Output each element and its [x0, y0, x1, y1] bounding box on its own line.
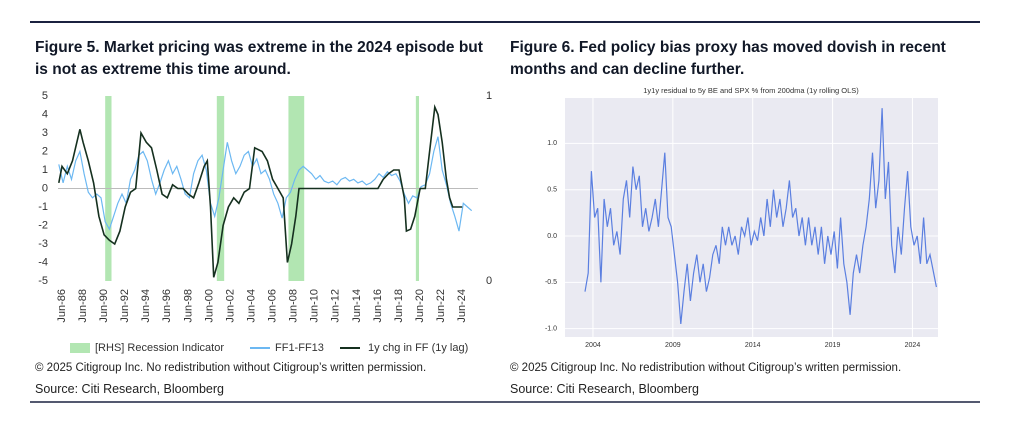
source: Source: Citi Research, Bloomberg [510, 382, 699, 396]
x-tick-label: Jun-02 [224, 289, 236, 323]
y-tick-label: -1.0 [545, 326, 557, 333]
x-tick-label: 2009 [665, 342, 681, 349]
series-line [58, 136, 473, 232]
legend-label: FF1-FF13 [275, 342, 324, 354]
x-tick-label: Jun-10 [309, 289, 321, 323]
legend-label: [RHS] Recession Indicator [95, 342, 224, 354]
x-tick-label: Jun-90 [98, 289, 110, 323]
x-tick-label: Jun-98 [182, 289, 194, 323]
x-tick-label: Jun-06 [267, 289, 279, 323]
legend-label: 1y chg in FF (1y lag) [368, 342, 468, 354]
series-line [584, 108, 937, 325]
figure-title: Figure 5. Market pricing was extreme in … [35, 39, 483, 78]
x-tick-label: Jun-20 [414, 289, 426, 323]
y-tick-label: 1 [42, 164, 48, 176]
y2-tick-label: 0 [486, 275, 492, 287]
y-tick-label: 5 [42, 90, 48, 102]
x-tick-label: 2019 [825, 342, 841, 349]
x-tick-label: Jun-92 [119, 289, 131, 323]
y-tick-label: 1.0 [547, 140, 557, 147]
x-tick-label: Jun-96 [161, 289, 173, 323]
chart-subtitle: 1y1y residual to 5y BE and SPX % from 20… [643, 86, 859, 95]
x-tick-label: 2004 [585, 342, 601, 349]
x-tick-label: Jun-14 [351, 289, 363, 323]
y-tick-label: 2 [42, 145, 48, 157]
plot-background [565, 98, 938, 337]
x-tick-label: Jun-04 [245, 289, 257, 323]
x-tick-label: Jun-16 [372, 289, 384, 323]
x-tick-label: Jun-88 [77, 289, 89, 323]
x-tick-label: Jun-86 [56, 289, 68, 323]
x-tick-label: Jun-18 [393, 289, 405, 323]
source: Source: Citi Research, Bloomberg [35, 382, 224, 396]
y-tick-label: -3 [38, 238, 48, 250]
y-tick-label: -1 [38, 201, 48, 213]
y-tick-label: 0.5 [547, 187, 557, 194]
legend-swatch [70, 343, 90, 353]
x-tick-label: Jun-22 [435, 289, 447, 323]
x-tick-label: Jun-00 [203, 289, 215, 323]
y-tick-label: 4 [42, 108, 48, 120]
y-tick-label: 0.0 [547, 233, 557, 240]
y-tick-label: -5 [38, 275, 48, 287]
y-tick-label: 3 [42, 127, 48, 139]
series-line [58, 104, 463, 278]
x-tick-label: Jun-24 [456, 289, 468, 323]
x-tick-label: 2024 [905, 342, 921, 349]
x-tick-label: 2014 [745, 342, 761, 349]
copyright: © 2025 Citigroup Inc. No redistribution … [35, 362, 427, 374]
y2-tick-label: 1 [486, 90, 492, 102]
figure-title: Figure 6. Fed policy bias proxy has move… [510, 39, 946, 78]
y-tick-label: -0.5 [545, 279, 557, 286]
y-tick-label: -2 [38, 219, 48, 231]
y-tick-label: 0 [42, 182, 48, 194]
x-tick-label: Jun-08 [288, 289, 300, 323]
copyright: © 2025 Citigroup Inc. No redistribution … [510, 362, 902, 374]
x-tick-label: Jun-12 [330, 289, 342, 323]
y-tick-label: -4 [38, 256, 48, 268]
x-tick-label: Jun-94 [140, 289, 152, 323]
